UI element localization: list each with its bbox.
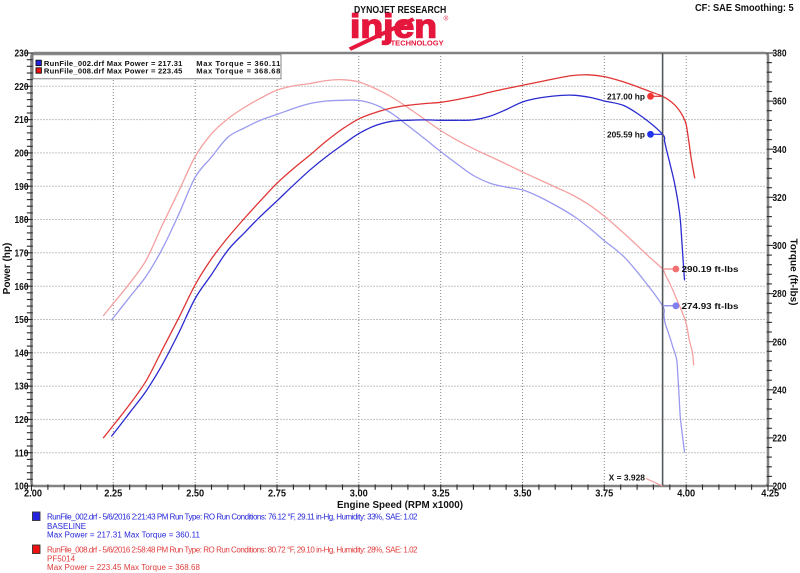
svg-text:230: 230 [15,48,29,60]
svg-text:injen: injen [350,8,437,45]
svg-text:130: 130 [15,381,29,393]
svg-text:RunFile_002.drf Max Power = 21: RunFile_002.drf Max Power = 217.31 [44,59,183,68]
svg-text:Max Torque = 360.11: Max Torque = 360.11 [196,59,281,68]
svg-text:320: 320 [773,192,787,204]
svg-text:120: 120 [15,414,29,426]
svg-text:3.50: 3.50 [514,488,532,500]
svg-text:140: 140 [15,347,29,359]
svg-text:Torque (ft-lbs): Torque (ft-lbs) [788,238,799,305]
svg-text:DYNOJET RESEARCH: DYNOJET RESEARCH [354,5,446,16]
svg-text:210: 210 [15,114,29,126]
svg-text:200: 200 [773,481,787,493]
svg-text:3.75: 3.75 [595,488,613,500]
svg-text:®: ® [444,15,449,23]
svg-text:170: 170 [15,247,29,259]
svg-text:290.19 ft-lbs: 290.19 ft-lbs [682,264,739,274]
svg-text:TECHNOLOGY: TECHNOLOGY [391,38,444,47]
svg-text:Power (hp): Power (hp) [2,243,13,295]
svg-text:Engine Speed (RPM x1000): Engine Speed (RPM x1000) [337,500,463,511]
svg-text:2.50: 2.50 [186,488,204,500]
svg-text:300: 300 [773,240,787,252]
svg-text:Max Power = 217.31 Max Torque: Max Power = 217.31 Max Torque = 360.11 [47,531,201,540]
svg-text:4.00: 4.00 [677,488,695,500]
svg-text:240: 240 [773,384,787,396]
svg-text:220: 220 [773,433,787,445]
svg-text:150: 150 [15,314,29,326]
svg-text:220: 220 [15,81,29,93]
svg-text:RunFile_002.drf - 5/6/2016 2:2: RunFile_002.drf - 5/6/2016 2:21:43 PM Ru… [47,513,418,522]
svg-text:Max Torque = 368.68: Max Torque = 368.68 [196,66,280,75]
svg-text:217.00 hp: 217.00 hp [607,91,645,101]
svg-text:180: 180 [15,214,29,226]
svg-text:CF: SAE Smoothing: 5: CF: SAE Smoothing: 5 [695,3,794,14]
svg-text:RunFile_008.drf Max Power = 22: RunFile_008.drf Max Power = 223.45 [44,66,183,75]
svg-text:190: 190 [15,181,29,193]
svg-text:3.00: 3.00 [350,488,368,500]
svg-text:Max Power = 223.45 Max Torque: Max Power = 223.45 Max Torque = 368.68 [47,563,201,572]
svg-text:4.25: 4.25 [761,488,779,500]
svg-text:3.25: 3.25 [432,488,450,500]
svg-text:BASELINE: BASELINE [47,522,86,531]
svg-text:PF5014: PF5014 [47,555,76,564]
svg-text:160: 160 [15,281,29,293]
svg-text:2.25: 2.25 [104,488,122,500]
svg-text:2.75: 2.75 [268,488,286,500]
svg-text:110: 110 [15,447,29,459]
svg-text:340: 340 [773,144,787,156]
svg-text:X = 3.928: X = 3.928 [609,473,646,483]
svg-text:380: 380 [773,48,787,60]
svg-text:260: 260 [773,336,787,348]
svg-text:RunFile_008.drf - 5/6/2016 2:5: RunFile_008.drf - 5/6/2016 2:58:48 PM Ru… [47,546,418,555]
svg-text:2.00: 2.00 [24,488,42,500]
svg-text:100: 100 [15,481,29,493]
svg-text:274.93 ft-lbs: 274.93 ft-lbs [682,301,739,311]
svg-text:360: 360 [773,96,787,108]
svg-text:205.59 hp: 205.59 hp [607,129,645,139]
svg-text:280: 280 [773,288,787,300]
svg-text:200: 200 [15,148,29,160]
